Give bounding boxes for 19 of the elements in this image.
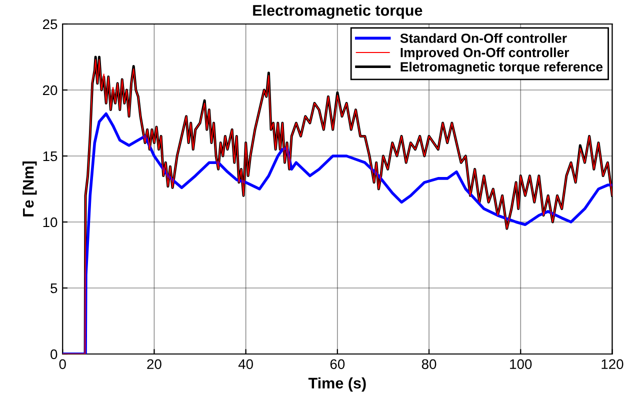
y-tick-label: 10 (43, 217, 58, 228)
legend-label: Improved On-Off controller (400, 48, 570, 60)
y-tick-label: 0 (50, 349, 58, 360)
y-tick-label: 5 (50, 283, 58, 294)
x-tick-label: 120 (602, 359, 624, 370)
x-tick-label: 20 (147, 359, 162, 370)
x-axis-title: Time (s) (308, 377, 366, 392)
chart-title: Electromagnetic torque (253, 4, 422, 19)
x-tick-label: 60 (330, 359, 345, 370)
y-tick-label: 15 (43, 151, 58, 162)
x-tick-label: 0 (59, 359, 66, 370)
x-tick-label: 100 (510, 359, 532, 370)
y-tick-label: 25 (42, 19, 58, 30)
legend-label: Eletromagnetic torque reference (400, 62, 603, 74)
x-tick-label: 40 (238, 359, 253, 370)
y-axis-title: Γe [Nm] (22, 162, 37, 216)
legend-label: Standard On-Off controller (400, 33, 567, 43)
y-tick-label: 20 (42, 85, 58, 96)
x-tick-label: 80 (422, 359, 436, 370)
